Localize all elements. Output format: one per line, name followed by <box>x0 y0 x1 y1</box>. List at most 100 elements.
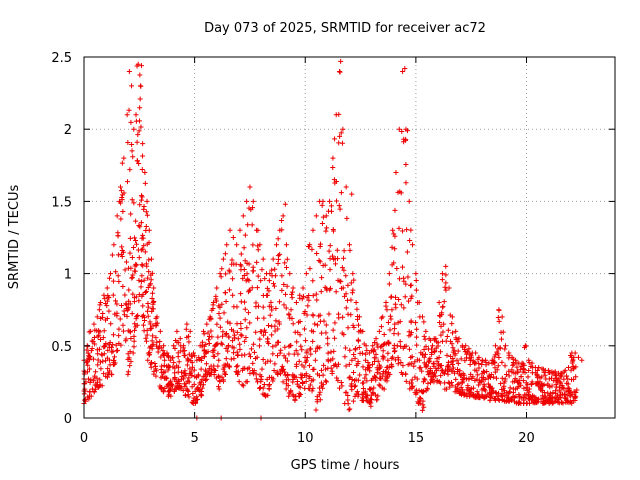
data-point <box>279 363 285 369</box>
data-point <box>269 332 275 338</box>
data-point <box>356 345 362 351</box>
data-point <box>184 321 190 327</box>
data-point <box>440 304 446 310</box>
data-point <box>110 342 116 348</box>
data-point <box>213 341 219 347</box>
data-point <box>422 377 428 383</box>
data-point <box>237 262 243 268</box>
data-point <box>484 369 490 375</box>
data-point <box>433 336 439 342</box>
data-point <box>558 395 564 401</box>
data-point <box>273 318 279 324</box>
data-point <box>265 336 271 342</box>
data-point <box>186 351 192 357</box>
data-point <box>178 369 184 375</box>
data-point <box>496 390 502 396</box>
data-point <box>383 299 389 305</box>
data-point <box>176 340 182 346</box>
data-point <box>260 357 266 363</box>
data-point <box>129 275 135 281</box>
data-point <box>363 351 369 357</box>
data-point <box>209 307 215 313</box>
y-tick-label: 0.5 <box>51 340 72 355</box>
data-point <box>226 334 232 340</box>
data-point <box>137 202 143 208</box>
data-point <box>157 338 163 344</box>
data-point <box>355 393 361 399</box>
data-point <box>101 328 107 334</box>
data-point <box>223 271 229 277</box>
data-point <box>406 346 412 352</box>
data-point <box>217 315 223 321</box>
data-point <box>253 329 259 335</box>
data-point <box>243 335 249 341</box>
data-point <box>116 326 122 332</box>
data-point <box>564 373 570 379</box>
data-point <box>247 370 253 376</box>
data-point <box>127 349 133 355</box>
data-point <box>146 240 152 246</box>
y-tick-label: 0 <box>64 412 72 427</box>
data-point <box>428 346 434 352</box>
data-point <box>247 320 253 326</box>
data-point <box>241 245 247 251</box>
data-point <box>304 312 310 318</box>
data-point <box>129 274 135 280</box>
data-point <box>553 381 559 387</box>
data-point <box>161 351 167 357</box>
data-point <box>508 397 514 403</box>
data-point <box>258 374 264 380</box>
data-point <box>134 262 140 268</box>
data-point <box>314 251 320 257</box>
data-point <box>153 368 159 374</box>
data-point <box>143 209 149 215</box>
data-point <box>87 380 93 386</box>
data-point <box>94 375 100 381</box>
data-point <box>449 341 455 347</box>
data-point <box>171 360 177 366</box>
data-point <box>469 375 475 381</box>
data-point <box>131 200 137 206</box>
data-point <box>124 302 130 308</box>
data-point <box>242 317 248 323</box>
data-point <box>545 381 551 387</box>
x-tick-label: 20 <box>518 431 535 446</box>
data-point <box>558 374 564 380</box>
data-point <box>139 293 145 299</box>
data-point <box>126 355 132 361</box>
data-point <box>145 275 151 281</box>
data-point <box>529 360 535 366</box>
data-point <box>395 320 401 326</box>
data-point <box>113 342 119 348</box>
data-point <box>399 129 405 135</box>
data-point <box>450 345 456 351</box>
data-point <box>242 299 248 305</box>
data-point <box>312 321 318 327</box>
data-point <box>473 350 479 356</box>
data-point <box>455 382 461 388</box>
data-point <box>332 320 338 326</box>
data-point <box>146 257 152 263</box>
data-point <box>282 355 288 361</box>
data-point <box>290 372 296 378</box>
data-point <box>327 198 333 204</box>
data-point <box>95 379 101 385</box>
data-point <box>339 383 345 389</box>
data-point <box>487 397 493 403</box>
data-point <box>122 267 128 273</box>
data-point <box>569 400 575 406</box>
data-point <box>103 373 109 379</box>
data-point <box>512 376 518 382</box>
data-point <box>380 348 386 354</box>
data-point <box>371 348 377 354</box>
data-point <box>566 364 572 370</box>
data-point <box>133 324 139 330</box>
data-point <box>154 320 160 326</box>
data-point <box>229 257 235 263</box>
data-point <box>187 328 193 334</box>
data-point <box>362 375 368 381</box>
data-point <box>210 349 216 355</box>
data-point <box>330 253 336 259</box>
data-point <box>541 389 547 395</box>
data-point <box>253 376 259 382</box>
